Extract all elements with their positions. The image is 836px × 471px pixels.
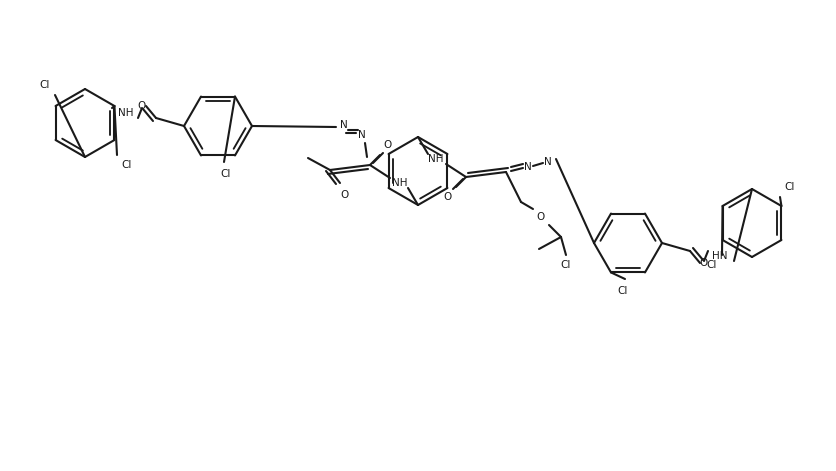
Text: NH: NH [118, 108, 134, 118]
Text: Cl: Cl [221, 169, 231, 179]
Text: Cl: Cl [560, 260, 570, 270]
Text: Cl: Cl [706, 260, 716, 270]
Text: HN: HN [711, 251, 726, 261]
Text: Cl: Cl [40, 80, 50, 90]
Text: Cl: Cl [784, 182, 794, 192]
Text: Cl: Cl [122, 160, 132, 170]
Text: O: O [340, 190, 349, 200]
Text: O: O [384, 140, 391, 150]
Text: O: O [443, 192, 451, 202]
Text: N: N [543, 157, 551, 167]
Text: O: O [138, 101, 146, 111]
Text: Cl: Cl [617, 286, 628, 296]
Text: N: N [523, 162, 531, 172]
Text: O: O [536, 212, 544, 222]
Text: N: N [358, 130, 365, 140]
Text: N: N [339, 120, 348, 130]
Text: NH: NH [428, 154, 443, 164]
Text: O: O [699, 258, 707, 268]
Text: NH: NH [392, 178, 407, 188]
